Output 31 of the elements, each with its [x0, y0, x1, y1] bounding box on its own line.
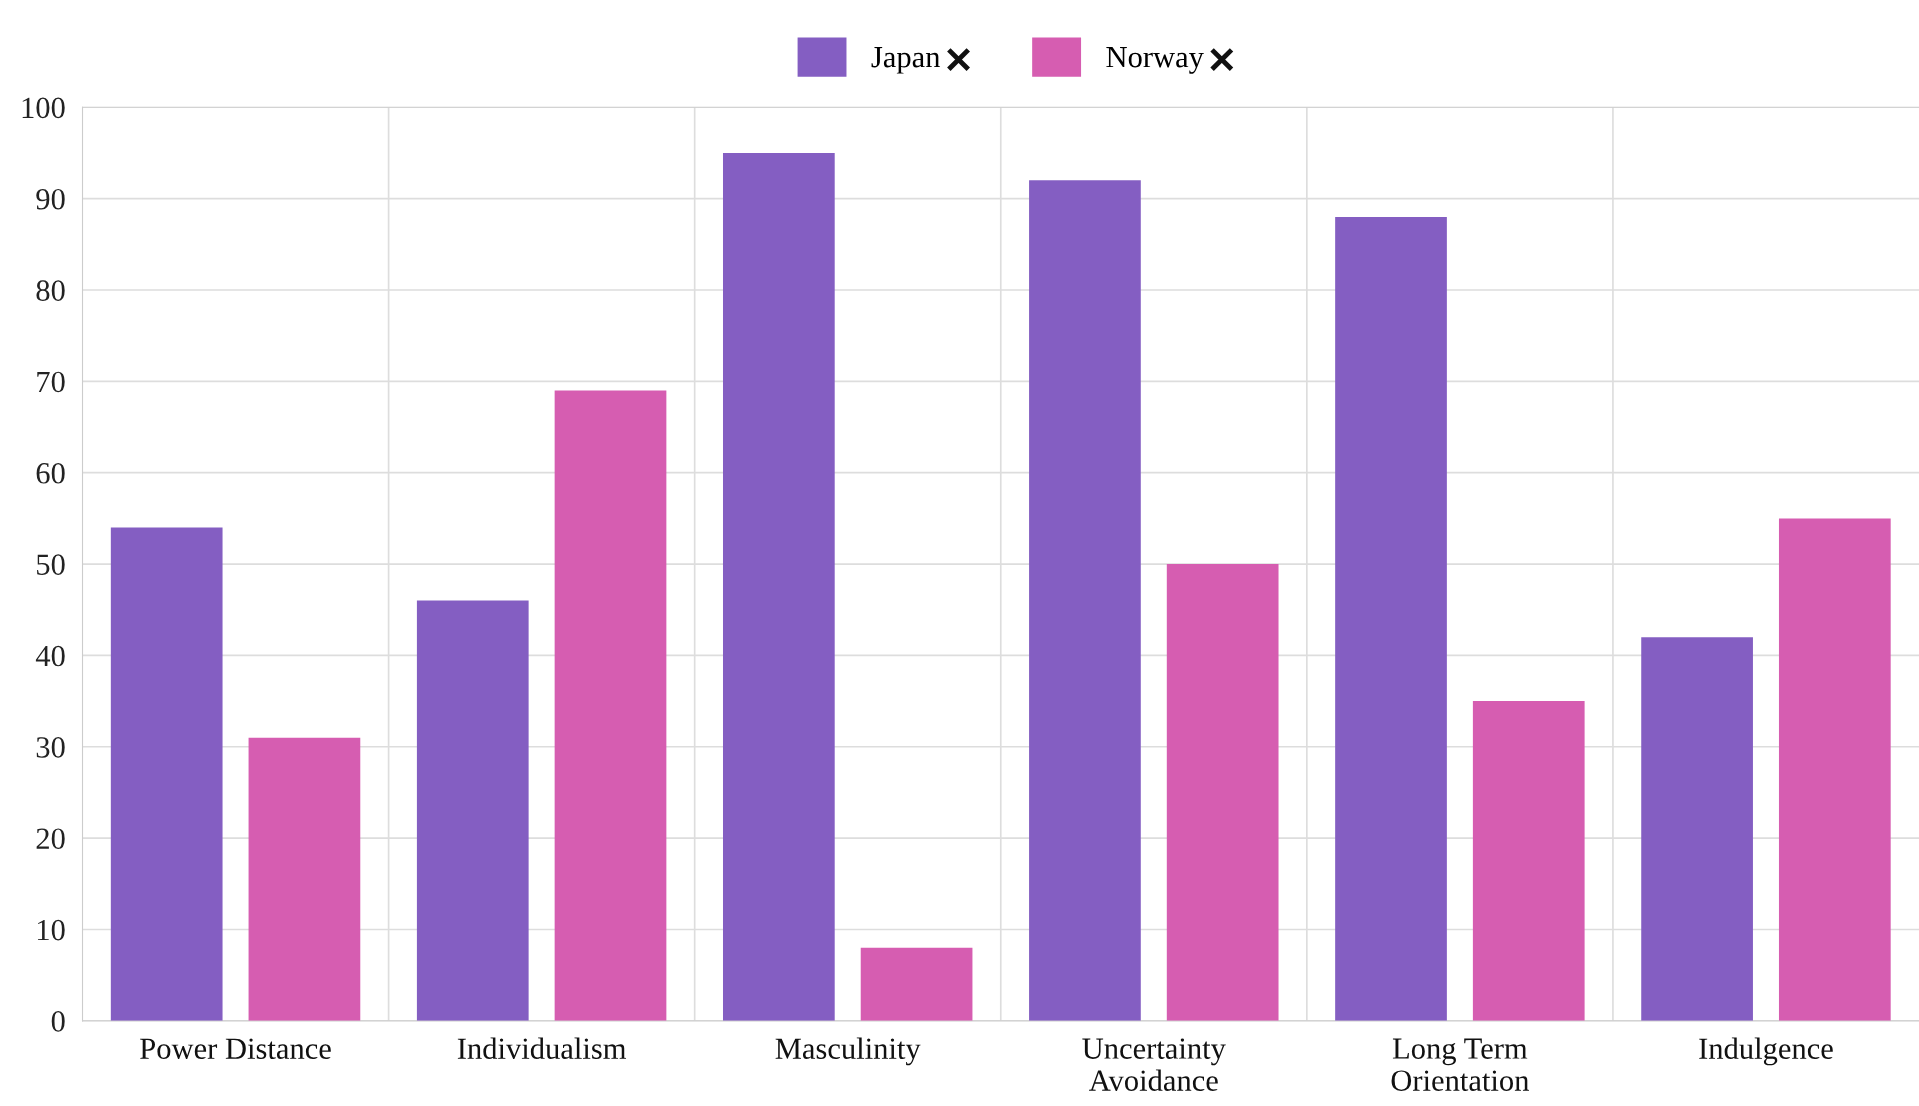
y-tick-label: 90: [36, 188, 65, 210]
x-tick-label: Uncertainty Avoidance: [1082, 1038, 1226, 1091]
bar: [1472, 701, 1585, 1021]
bar: [110, 527, 223, 1021]
y-tick-label: 40: [35, 645, 65, 667]
y-tick-label: 80: [36, 280, 65, 301]
y-tick-label: 30: [36, 737, 65, 758]
bar: [1778, 518, 1891, 1021]
bar: [1641, 637, 1753, 1021]
legend-label: Japan: [871, 47, 941, 74]
x-tick-label: Power Distance: [140, 1038, 331, 1060]
x-tick-label: Long Term Orientation: [1391, 1038, 1529, 1091]
y-tick-label: 10: [37, 919, 65, 941]
y-tick-label: 0: [51, 1011, 65, 1032]
y-tick-label: 20: [36, 828, 65, 850]
x-tick-label: Masculinity: [775, 1037, 921, 1066]
x-tick-label: Indulgence: [1699, 1037, 1833, 1066]
y-tick-label: 100: [22, 97, 65, 119]
bar: [416, 600, 529, 1021]
bar: [722, 152, 835, 1021]
bar: [1335, 216, 1447, 1021]
bar: [1166, 564, 1279, 1021]
bar: [554, 390, 667, 1021]
y-tick-label: 60: [36, 462, 65, 484]
bar: [860, 947, 973, 1021]
legend-label: Norway: [1106, 47, 1204, 74]
y-tick-label: 70: [37, 371, 65, 393]
y-tick-label: 50: [37, 554, 65, 575]
bar: [1029, 180, 1141, 1021]
bar: [248, 737, 361, 1021]
x-tick-label: Individualism: [457, 1037, 627, 1060]
